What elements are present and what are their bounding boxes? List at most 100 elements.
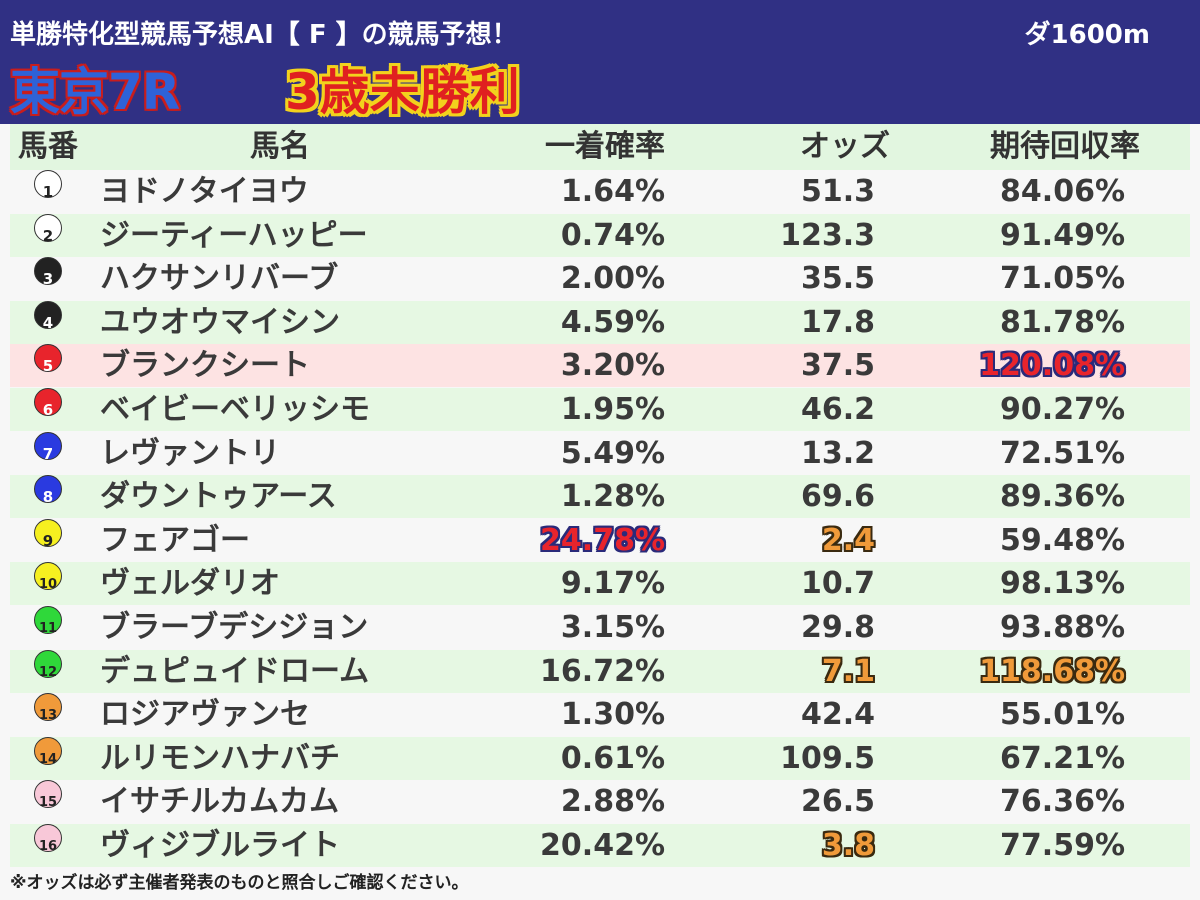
table-header: 馬番 馬名 一着確率 オッズ 期待回収率 [10,124,1190,170]
expected-return: 90.27% [1000,392,1125,427]
horse-number-badge: 9 [34,518,62,550]
horse-name: フェアゴー [100,522,250,558]
horse-number-badge: 13 [34,693,62,723]
table-row: 10 ヴェルダリオ 9.17% 10.7 98.13% [10,562,1190,606]
win-probability: 2.88% [560,784,665,820]
win-probability: 0.74% [560,217,665,253]
odds-value: 69.6 [800,479,875,515]
horse-name: ロジアヴァンセ [100,697,310,733]
horse-number-badge: 4 [34,300,62,332]
horse-number-badge: 14 [34,736,62,767]
horse-number-badge: 5 [34,344,62,375]
horse-name: ベイビーベリッシモ [100,392,370,427]
win-probability: 1.30% [560,697,665,733]
race-class: 3歳未勝利 [285,63,520,121]
table-row: 11 ブラーブデシジョン 3.15% 29.8 93.88% [10,606,1190,649]
win-probability: 3.20% [560,348,665,384]
horse-number-badge: 12 [34,649,62,680]
expected-return: 76.36% [1000,784,1125,820]
table-row: 3 ハクサンリバーブ 2.00% 35.5 71.05% [10,257,1190,301]
horse-number-badge: 1 [34,170,62,201]
expected-return: 59.48% [1000,522,1125,558]
table-row: 12 デュピュイドローム 16.72% 7.1 118.68% [10,649,1190,693]
horse-name: イサチルカムカム [100,784,340,820]
horse-name: ルリモンハナバチ [100,740,340,776]
odds-value: 2.4 [821,522,875,558]
expected-return: 93.88% [1000,610,1125,645]
horse-number-badge: 10 [34,562,62,592]
expected-return: 91.49% [1000,217,1125,253]
odds-value: 29.8 [800,610,875,645]
odds-value: 3.8 [821,828,875,863]
expected-return: 118.68% [979,653,1125,689]
horse-name: ヴィジブルライト [100,828,340,863]
predictor-title: 単勝特化型競馬予想AI【 F 】の競馬予想！ [10,20,518,50]
odds-value: 109.5 [780,740,875,776]
win-probability: 9.17% [560,566,665,602]
win-probability: 20.42% [540,828,665,863]
win-probability: 1.64% [560,174,665,209]
expected-return: 120.08% [979,348,1125,384]
header-banner: 単勝特化型競馬予想AI【 F 】の競馬予想！ ダ1600m 東京7R 3歳未勝利 [0,0,1200,124]
win-probability: 24.78% [540,522,665,558]
win-probability: 5.49% [560,435,665,471]
win-probability: 3.15% [560,610,665,645]
win-probability: 4.59% [560,304,665,340]
table-row: 9 フェアゴー 24.78% 2.4 59.48% [10,518,1190,562]
horse-number-badge: 3 [34,257,62,288]
odds-value: 46.2 [800,392,875,427]
horse-number-badge: 8 [34,475,62,506]
horse-name: ブラーブデシジョン [100,610,369,645]
table-row: 13 ロジアヴァンセ 1.30% 42.4 55.01% [10,693,1190,737]
expected-return: 89.36% [1000,479,1125,515]
odds-value: 7.1 [821,653,875,689]
table-row: 2 ジーティーハッピー 0.74% 123.3 91.49% [10,213,1190,257]
odds-value: 10.7 [800,566,875,602]
odds-value: 17.8 [800,304,875,340]
expected-return: 72.51% [1000,435,1125,471]
col-header-odds: オッズ [800,129,890,164]
horse-name: ジーティーハッピー [100,217,368,253]
expected-return: 98.13% [1000,566,1125,602]
horse-name: ヴェルダリオ [100,566,280,602]
table-row: 1 ヨドノタイヨウ 1.64% 51.3 84.06% [10,170,1190,213]
horse-name: ダウントゥアース [100,479,337,515]
horse-number-badge: 16 [34,824,62,854]
horse-name: ヨドノタイヨウ [100,174,309,209]
table-row: 6 ベイビーベリッシモ 1.95% 46.2 90.27% [10,388,1190,431]
horse-name: ハクサンリバーブ [100,261,339,297]
race-distance: ダ1600m [1024,20,1150,50]
expected-return: 84.06% [1000,174,1125,209]
footnote: ※オッズは必ず主催者発表のものと照合しご確認ください。 [10,873,469,893]
win-probability: 1.95% [560,392,665,427]
col-header-name: 馬名 [250,129,310,164]
horse-name: ユウオウマイシン [100,304,340,340]
horse-name: ブランクシート [100,348,310,384]
odds-value: 42.4 [800,697,875,733]
horse-number-badge: 15 [34,780,62,810]
expected-return: 81.78% [1000,304,1125,340]
expected-return: 55.01% [1000,697,1125,733]
expected-return: 67.21% [1000,740,1125,776]
table-row: 15 イサチルカムカム 2.88% 26.5 76.36% [10,780,1190,824]
table-row: 4 ユウオウマイシン 4.59% 17.8 81.78% [10,300,1190,344]
table-row: 7 レヴァントリ 5.49% 13.2 72.51% [10,431,1190,475]
odds-value: 26.5 [800,784,875,820]
horse-name: レヴァントリ [100,435,280,471]
horse-number-badge: 2 [34,213,62,245]
col-header-expected-return: 期待回収率 [990,129,1140,164]
expected-return: 71.05% [1000,261,1125,297]
table-row: 14 ルリモンハナバチ 0.61% 109.5 67.21% [10,736,1190,780]
table-row: 5 ブランクシート 3.20% 37.5 120.08% [10,344,1190,388]
horse-name: デュピュイドローム [100,653,370,689]
horse-number-badge: 11 [34,606,62,636]
odds-value: 123.3 [780,217,875,253]
table-row: 16 ヴィジブルライト 20.42% 3.8 77.59% [10,824,1190,867]
horse-number-badge: 7 [34,431,62,463]
odds-value: 13.2 [800,435,875,471]
col-header-win-prob: 一着確率 [545,129,665,164]
horse-number-badge: 6 [34,388,62,419]
win-probability: 1.28% [560,479,665,515]
win-probability: 16.72% [540,653,665,689]
